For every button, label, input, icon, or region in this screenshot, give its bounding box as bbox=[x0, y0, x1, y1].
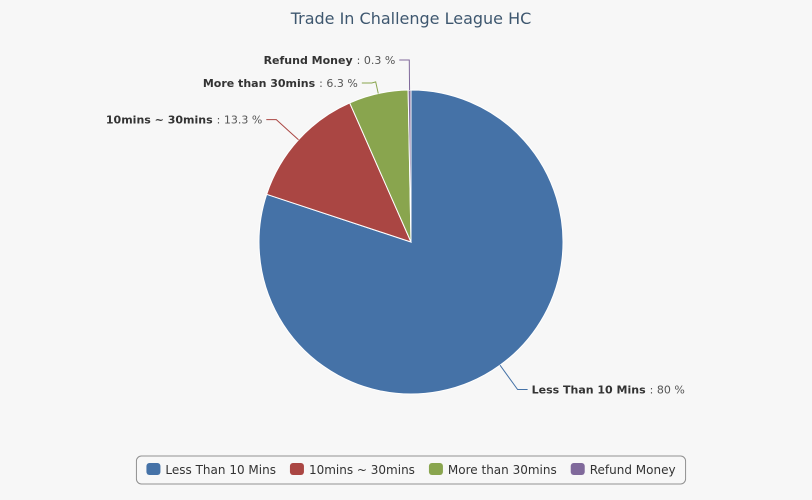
data-label-value: : 6.3 % bbox=[319, 77, 358, 90]
legend: Less Than 10 Mins 10mins ~ 30mins More tha… bbox=[135, 455, 687, 485]
label-connector bbox=[499, 364, 528, 391]
data-label-name: Refund Money bbox=[264, 54, 353, 67]
data-label-name: More than 30mins bbox=[203, 77, 316, 90]
legend-label: 10mins ~ 30mins bbox=[309, 463, 415, 477]
data-label: Less Than 10 Mins : 80 % bbox=[532, 384, 685, 397]
legend-item[interactable]: 10mins ~ 30mins bbox=[289, 463, 415, 477]
legend-item[interactable]: Refund Money bbox=[570, 463, 676, 477]
data-label: Refund Money : 0.3 % bbox=[264, 54, 396, 67]
legend-item[interactable]: More than 30mins bbox=[428, 463, 557, 477]
legend-symbol bbox=[289, 463, 304, 475]
data-label-name: Less Than 10 Mins bbox=[532, 384, 646, 397]
legend-symbol bbox=[146, 463, 161, 475]
legend-label: More than 30mins bbox=[448, 463, 557, 477]
data-label-value: : 13.3 % bbox=[217, 114, 263, 127]
label-connector bbox=[361, 81, 379, 94]
legend-symbol bbox=[428, 463, 443, 475]
data-label-value: : 0.3 % bbox=[357, 54, 396, 67]
pie-slice bbox=[407, 89, 412, 243]
legend-item[interactable]: Less Than 10 Mins bbox=[146, 463, 276, 477]
data-label: More than 30mins: 6.3 % bbox=[203, 77, 358, 90]
data-label-name: 10mins ~ 30mins bbox=[106, 114, 213, 127]
legend-label: Less Than 10 Mins bbox=[165, 463, 276, 477]
data-label: 10mins ~ 30mins : 13.3 % bbox=[106, 114, 262, 127]
label-connector bbox=[266, 119, 299, 141]
pie-slice bbox=[266, 102, 412, 243]
legend-symbol bbox=[570, 463, 585, 475]
legend-label: Refund Money bbox=[590, 463, 676, 477]
data-label-value: : 80 % bbox=[650, 384, 685, 397]
chart-title: Trade In Challenge League HC bbox=[290, 9, 532, 28]
label-connector bbox=[399, 59, 411, 91]
legend-box bbox=[135, 455, 687, 485]
